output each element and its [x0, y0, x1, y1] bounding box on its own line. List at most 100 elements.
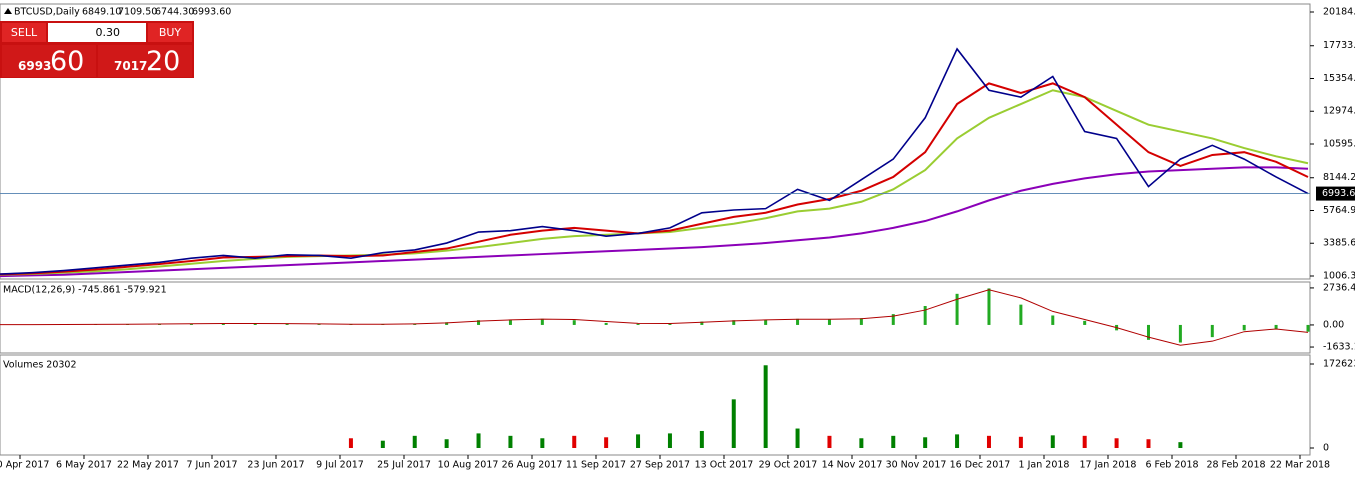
price-line [0, 89, 1309, 276]
buy-main: 7017 [114, 59, 148, 73]
close: 6993.60 [192, 7, 231, 18]
y-tick-label: 12974.9 [1323, 106, 1355, 117]
volume-bar [636, 434, 641, 448]
x-tick-label: 22 Mar 2018 [1270, 460, 1330, 471]
macd-bar [668, 323, 672, 325]
macd-bar [221, 323, 225, 325]
sell-main: 6993 [18, 59, 52, 73]
macd-bar [827, 319, 831, 325]
low: 6744.30 [155, 7, 194, 18]
macd-bar [508, 319, 512, 325]
y-tick-label: 3385.60 [1323, 238, 1355, 249]
current-price-box [1316, 186, 1355, 201]
y-tick-label: 1726233 [1323, 359, 1355, 370]
volume-bar [540, 438, 545, 448]
x-tick-label: 6 Feb 2018 [1145, 460, 1198, 471]
x-tick-label: 13 Oct 2017 [695, 460, 754, 471]
macd-bar [572, 320, 576, 325]
volume-bar [1082, 435, 1087, 448]
volume-panel [0, 354, 1311, 456]
volume-bar [1050, 435, 1055, 448]
macd-bar [764, 319, 768, 325]
volume-label: Volumes 20302 [3, 360, 77, 371]
macd-bar [1019, 304, 1023, 325]
macd-bar [253, 323, 257, 325]
sell-button[interactable]: SELL [2, 23, 46, 42]
x-tick-label: 6 May 2017 [56, 460, 112, 471]
high: 7109.50 [118, 7, 157, 18]
macd-bar [1146, 324, 1150, 340]
x-tick-label: 23 Jun 2017 [247, 460, 304, 471]
volume-bar [955, 434, 960, 448]
x-tick-label: 16 Dec 2017 [950, 460, 1011, 471]
macd-bar [923, 306, 927, 325]
volume-bar [1146, 439, 1151, 448]
macd-bar [955, 293, 959, 325]
price-panel [0, 3, 1311, 280]
collapse-icon [4, 8, 12, 14]
x-tick-label: 27 Sep 2017 [630, 460, 690, 471]
x-tick-label: 28 Feb 2018 [1206, 460, 1265, 471]
macd-bar [477, 320, 481, 325]
macd-bar [317, 324, 321, 325]
macd-bar [1051, 315, 1055, 325]
volume-bar [348, 438, 353, 448]
volume-bar [763, 365, 768, 448]
buy-price[interactable]: 7017 20 [98, 45, 192, 77]
volume-bar [1114, 438, 1119, 448]
buy-big: 20 [146, 46, 181, 77]
volume-bar [572, 435, 577, 448]
y-tick-label: 20184.9 [1323, 7, 1355, 18]
macd-bar [540, 318, 544, 325]
macd-bar [796, 318, 800, 325]
open: 6849.10 [82, 7, 121, 18]
x-tick-label: 22 May 2017 [117, 460, 179, 471]
x-tick-label: 10 Aug 2017 [438, 460, 499, 471]
volume-bar [827, 435, 832, 448]
volume-bar [444, 439, 449, 448]
volume-bar [604, 437, 609, 448]
macd-bar [604, 322, 608, 325]
volume-bar [1178, 442, 1183, 448]
macd-panel [0, 281, 1311, 354]
macd-bar [1242, 324, 1246, 331]
volume-bar [412, 435, 417, 448]
volume-bar [795, 428, 800, 448]
lot-input[interactable]: 0.30 [48, 23, 146, 42]
x-tick-label: 29 Oct 2017 [759, 460, 818, 471]
macd-bar [1210, 324, 1214, 338]
volume-bar [986, 435, 991, 448]
macd-bar [189, 323, 193, 325]
volume-bar [667, 433, 672, 448]
x-tick-label: 9 Jul 2017 [316, 460, 364, 471]
x-tick-label: 14 Nov 2017 [822, 460, 883, 471]
volume-bar [923, 437, 928, 448]
y-tick-label: 1006.30 [1323, 271, 1355, 282]
x-tick-label: 26 Aug 2017 [502, 460, 563, 471]
y-tick-label: 0 [1323, 443, 1329, 454]
y-tick-label: 0.00 [1323, 319, 1344, 330]
x-tick-label: 30 Nov 2017 [886, 460, 947, 471]
buy-button[interactable]: BUY [148, 23, 192, 42]
y-tick-label: 8144.20 [1323, 172, 1355, 183]
volume-bar [859, 438, 864, 448]
x-tick-label: 7 Jun 2017 [186, 460, 237, 471]
macd-bar [445, 322, 449, 325]
volume-bar [891, 435, 896, 448]
volume-bar [731, 399, 736, 448]
sell-price[interactable]: 6993 60 [2, 45, 96, 77]
y-tick-label: -1633.11 [1323, 342, 1355, 353]
current-price-label: 6993.60 [1322, 188, 1355, 199]
macd-bar [732, 320, 736, 325]
macd-bar [891, 314, 895, 325]
volume-bar [476, 433, 481, 448]
sell-big: 60 [50, 46, 85, 77]
macd-bar [636, 323, 640, 325]
macd-bar [700, 321, 704, 325]
macd-bar [987, 288, 991, 325]
y-tick-label: 17733.5 [1323, 40, 1355, 51]
symbol: BTCUSD,Daily [14, 7, 80, 18]
lot: 0.30 [95, 26, 121, 39]
